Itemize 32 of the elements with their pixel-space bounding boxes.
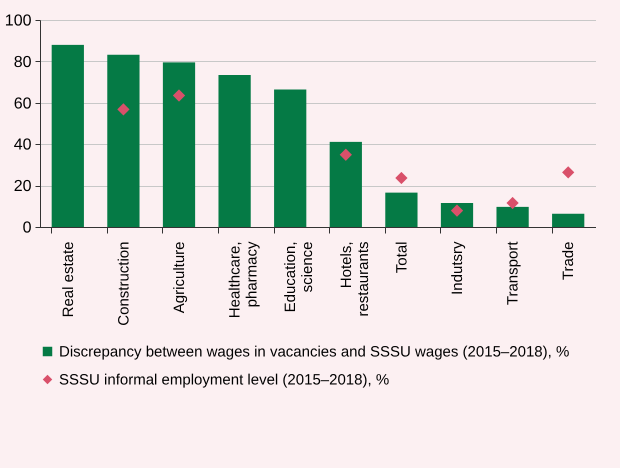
point [172, 89, 186, 102]
bar [274, 90, 306, 227]
y-tick-label: 60 [14, 95, 32, 112]
bar [496, 206, 529, 227]
point [506, 196, 519, 210]
point [117, 103, 130, 116]
legend-label: SSSU informal employment level (2015–2018), % [59, 372, 390, 388]
y-tick-label: 0 [22, 220, 32, 236]
bar [440, 202, 474, 227]
bar [107, 54, 140, 227]
y-tick-label: 40 [14, 136, 32, 154]
x-tick-label: Indutsry [449, 241, 466, 295]
point [395, 172, 408, 184]
bar [385, 192, 418, 227]
bar [162, 62, 196, 227]
legend-label: Discrepancy between wages in vacancies and SSSU wages (2015–2018), % [59, 344, 570, 360]
bar [552, 214, 584, 227]
y-tick-label: 80 [14, 54, 32, 71]
bar [330, 142, 362, 227]
x-tick-label: Healthcare, pharmacy [226, 241, 261, 318]
y-tick-label: 100 [4, 12, 32, 30]
point [562, 166, 574, 178]
x-tick-label: Construction [115, 242, 132, 326]
x-tick-label: Trade [560, 242, 578, 280]
x-tick-label: Agriculture [171, 242, 188, 314]
x-tick-label: Total [393, 242, 410, 274]
bar [52, 44, 84, 227]
x-tick-label: Real estate [60, 242, 77, 318]
x-tick-label: Transport [504, 240, 522, 306]
bar [218, 75, 251, 227]
point [340, 148, 352, 161]
y-tick-label: 20 [14, 178, 32, 196]
